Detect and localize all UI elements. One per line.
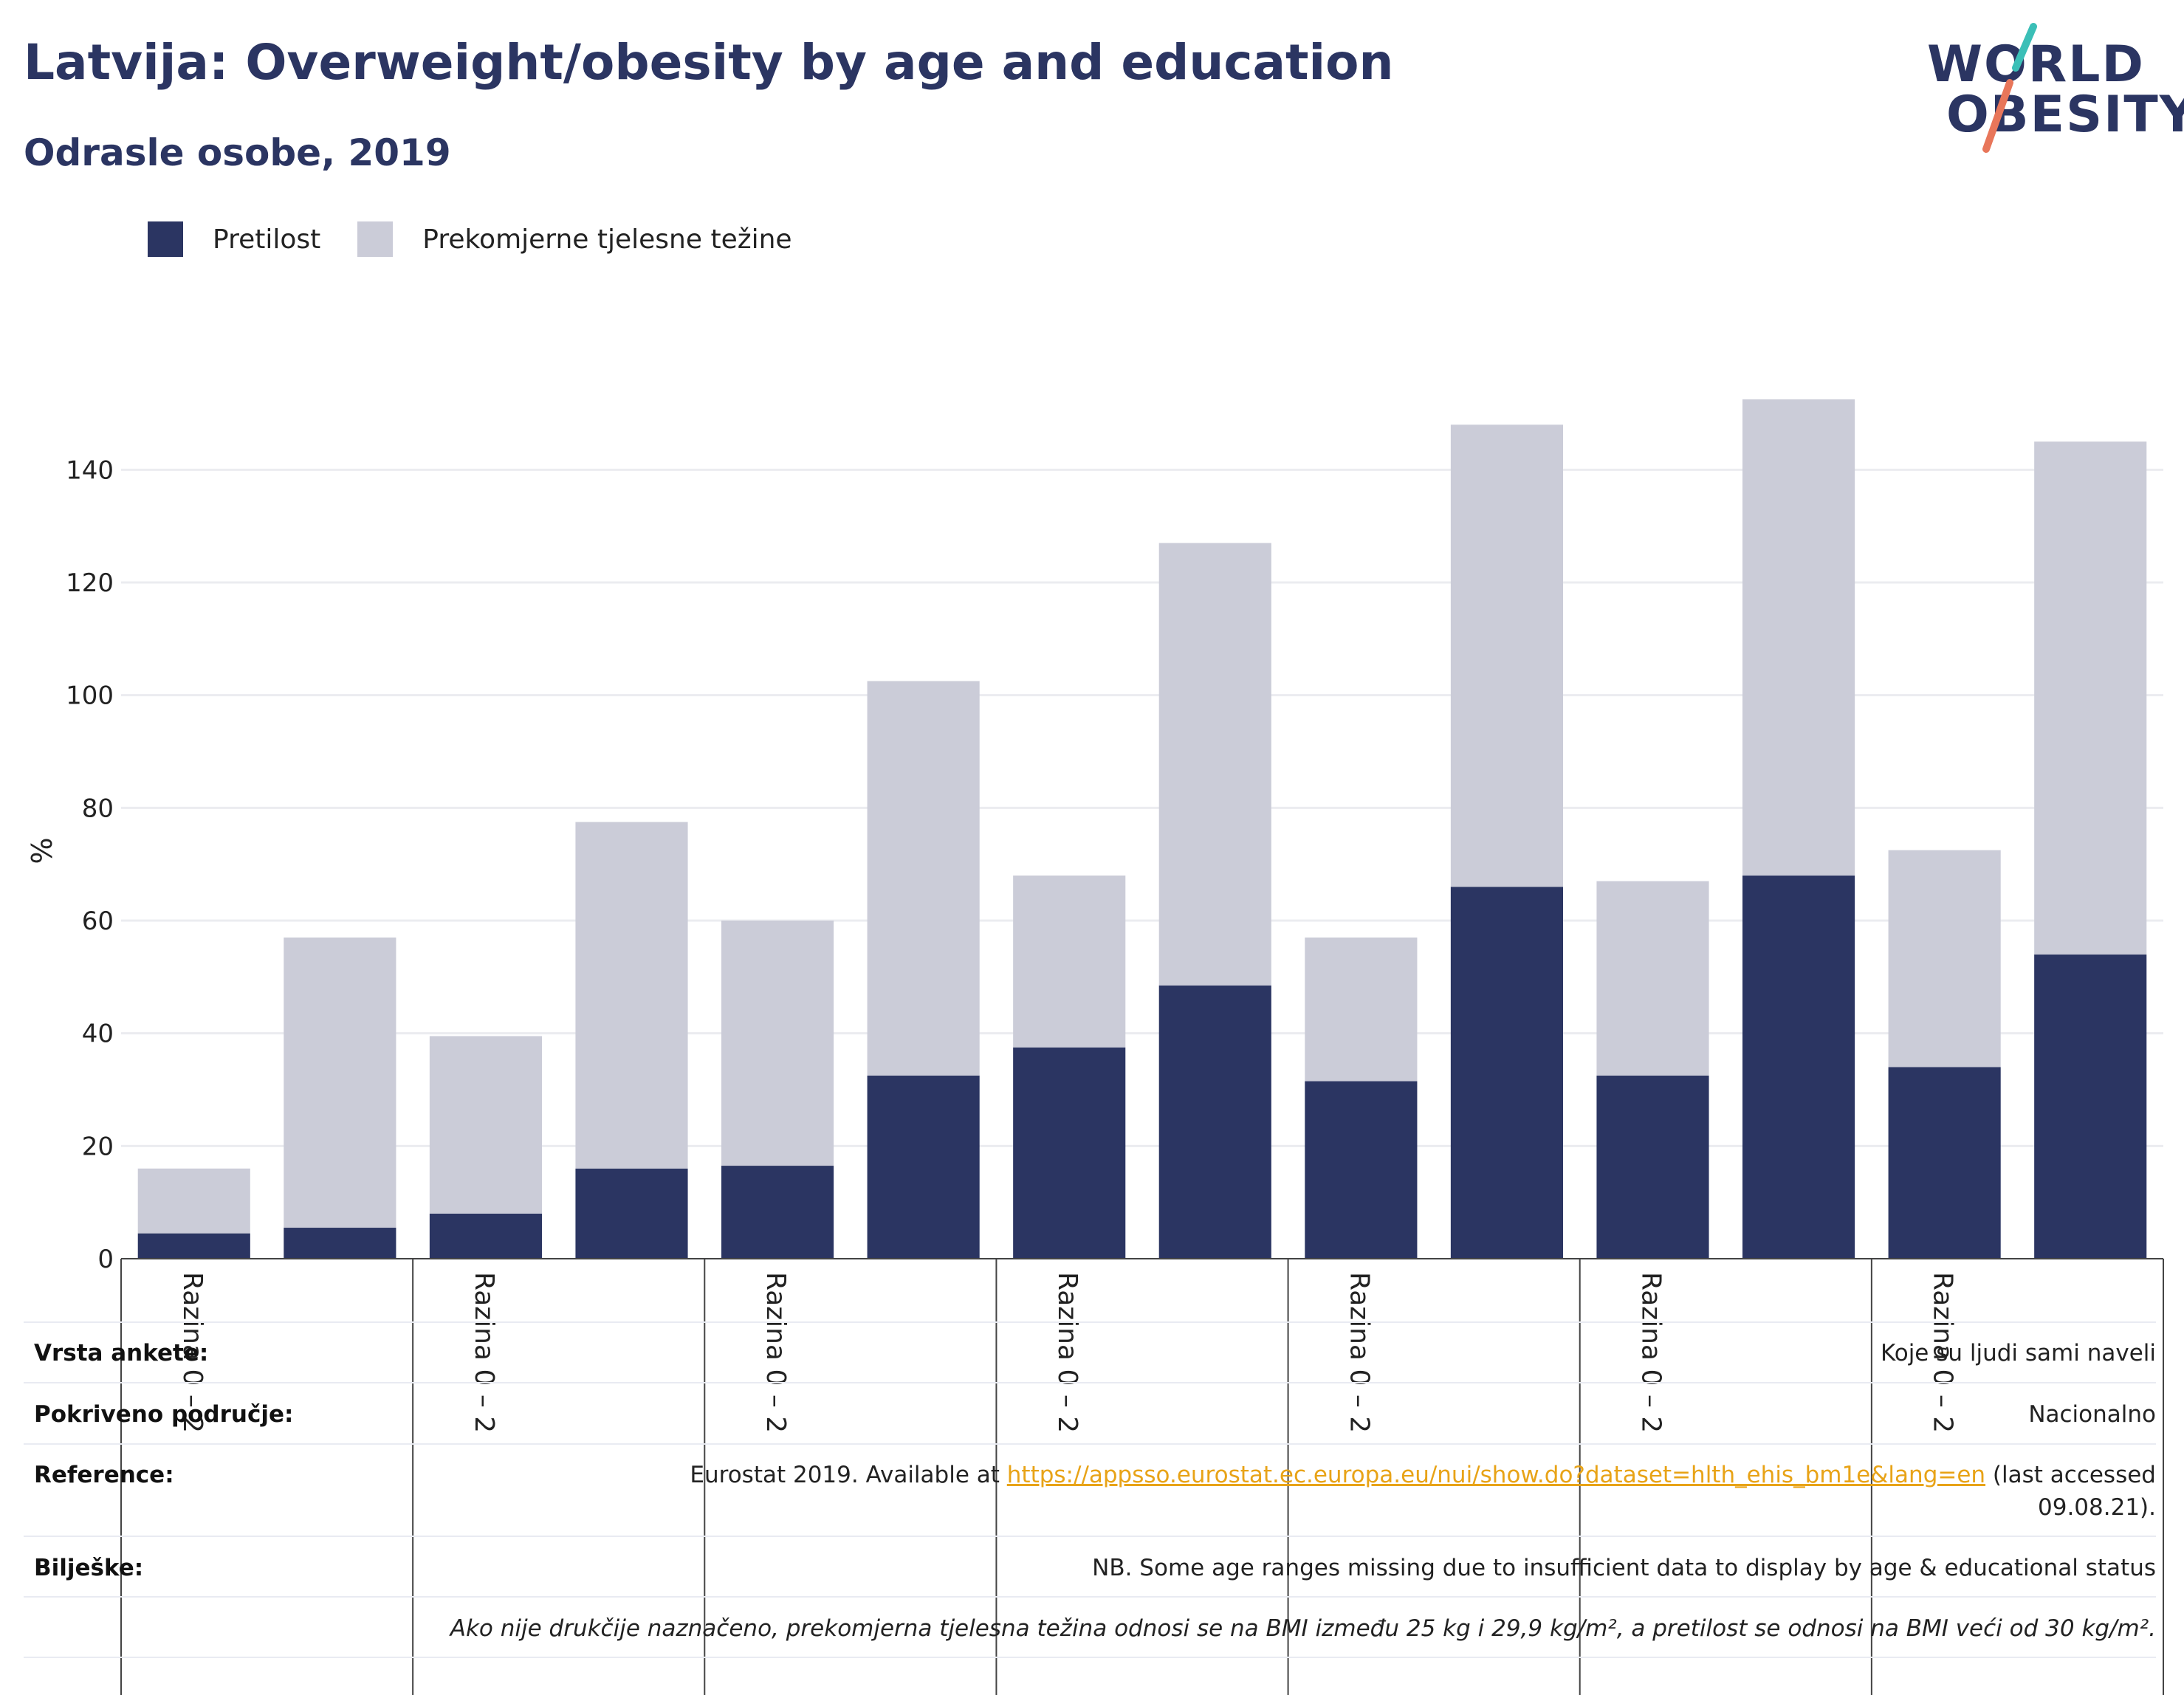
chart-legend: Pretilost Prekomjerne tjelesne težine: [148, 220, 829, 258]
y-tick-label: 60: [82, 907, 114, 936]
meta-divider: [24, 1382, 2156, 1383]
bar-obesity: [2034, 954, 2147, 1259]
y-tick-label: 0: [97, 1245, 114, 1274]
logo-slash-icon: [1982, 23, 2037, 153]
legend-item-overweight[interactable]: Prekomjerne tjelesne težine: [357, 221, 792, 257]
meta-divider: [24, 1536, 2156, 1537]
reference-date: 09.08.21).: [2038, 1494, 2156, 1521]
legend-label-obesity: Pretilost: [213, 224, 321, 255]
y-tick-label: 20: [82, 1132, 114, 1161]
bar-obesity: [867, 1075, 980, 1259]
bar-obesity: [1888, 1067, 2001, 1259]
bar-obesity: [575, 1168, 688, 1259]
y-axis-label: %: [26, 837, 58, 864]
bar-overweight: [1742, 399, 1855, 876]
x-group-label: Razina 0 – 2: [469, 1272, 499, 1433]
y-tick-label: 120: [66, 568, 114, 598]
bar-obesity: [721, 1166, 834, 1259]
meta-value-survey-type: Koje su ljudi sami naveli: [1880, 1340, 2156, 1366]
bar-obesity: [1013, 1047, 1126, 1259]
bar-overweight: [284, 937, 396, 1228]
meta-divider: [24, 1596, 2156, 1598]
meta-label-reference: Reference:: [34, 1462, 174, 1488]
reference-prefix: Eurostat 2019. Available at: [690, 1462, 1007, 1488]
bar-overweight: [429, 1036, 542, 1214]
world-obesity-logo: WORLD OBESITY: [1927, 22, 2184, 155]
bar-obesity: [1305, 1081, 1418, 1259]
bar-obesity: [429, 1213, 542, 1259]
y-tick-label: 100: [66, 681, 114, 711]
reference-link[interactable]: https://appsso.eurostat.ec.europa.eu/nui…: [1006, 1462, 1986, 1488]
meta-value-definition: Ako nije drukčije naznačeno, prekomjerna…: [450, 1615, 2156, 1642]
bar-overweight: [1596, 881, 1709, 1076]
bar-overweight: [2034, 441, 2147, 955]
meta-divider: [24, 1443, 2156, 1445]
bar-overweight: [1305, 937, 1418, 1082]
x-group-label: Razina 0 – 2: [1928, 1272, 1958, 1433]
meta-value-notes: NB. Some age ranges missing due to insuf…: [1092, 1555, 2156, 1581]
meta-value-reference: Eurostat 2019. Available at https://apps…: [690, 1462, 2156, 1488]
logo-line-2: OBESITY: [1946, 86, 2184, 144]
bar-overweight: [137, 1168, 250, 1234]
meta-value-coverage: Nacionalno: [2028, 1401, 2156, 1428]
meta-divider: [24, 1657, 2156, 1658]
legend-item-obesity[interactable]: Pretilost: [148, 221, 320, 257]
bar-obesity: [137, 1233, 250, 1259]
bar-overweight: [1888, 850, 2001, 1067]
bar-obesity: [1450, 887, 1563, 1259]
legend-swatch-overweight: [357, 221, 394, 257]
y-tick-label: 40: [82, 1020, 114, 1049]
reference-suffix: (last accessed: [1985, 1462, 2156, 1488]
meta-divider: [24, 1321, 2156, 1323]
chart-title: Latvija: Overweight/obesity by age and e…: [24, 34, 1394, 91]
chart-subtitle: Odrasle osobe, 2019: [24, 131, 451, 174]
x-group-label: Razina 0 – 2: [760, 1272, 791, 1433]
meta-label-coverage: Pokriveno područje:: [34, 1401, 294, 1428]
logo-line-1: WORLD: [1927, 35, 2145, 94]
bar-obesity: [284, 1228, 396, 1259]
meta-label-survey-type: Vrsta ankete:: [34, 1340, 209, 1366]
bar-overweight: [721, 921, 834, 1166]
legend-label-overweight: Prekomjerne tjelesne težine: [422, 224, 792, 255]
bar-obesity: [1596, 1075, 1709, 1259]
bar-obesity: [1158, 985, 1271, 1259]
bar-obesity: [1742, 875, 1855, 1259]
x-group-label: Razina 0 – 2: [1052, 1272, 1082, 1433]
x-group-label: Razina 0 – 2: [1344, 1272, 1374, 1433]
x-group-label: Razina 0 – 2: [1636, 1272, 1666, 1433]
bar-overweight: [1158, 543, 1271, 986]
bar-overweight: [1450, 424, 1563, 887]
bar-overweight: [575, 822, 688, 1169]
meta-label-notes: Bilješke:: [34, 1555, 144, 1581]
y-tick-label: 80: [82, 794, 114, 823]
bar-overweight: [867, 681, 980, 1076]
legend-swatch-obesity: [148, 221, 183, 257]
y-tick-label: 140: [66, 455, 114, 485]
bar-overweight: [1013, 875, 1126, 1048]
x-group-label: Razina 0 – 2: [177, 1272, 207, 1433]
